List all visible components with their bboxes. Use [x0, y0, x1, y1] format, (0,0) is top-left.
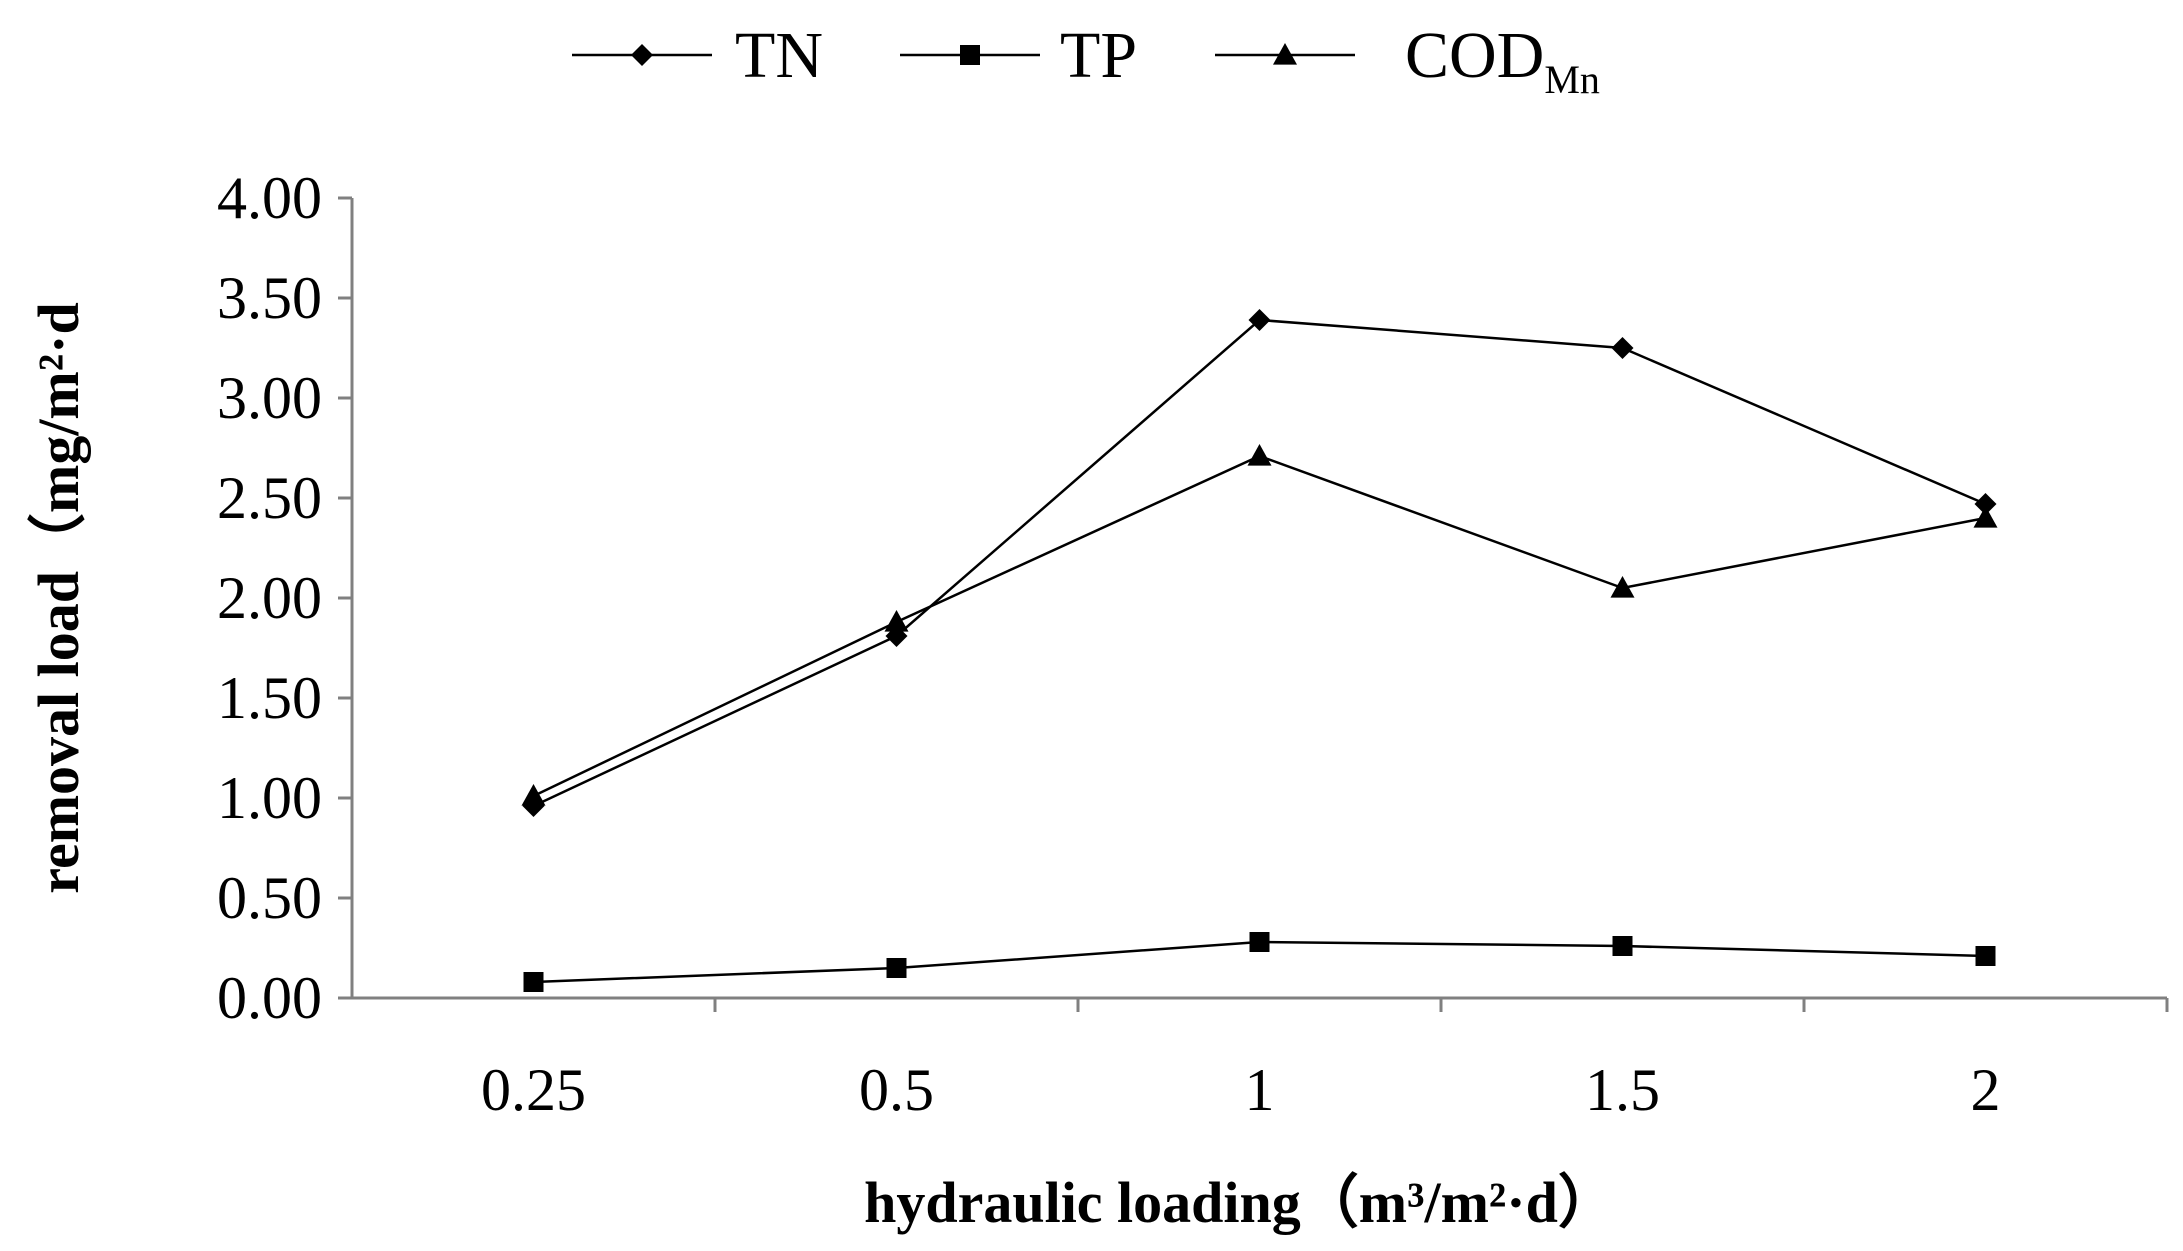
y-tick-label: 2.00: [217, 565, 322, 631]
y-tick-label: 1.00: [217, 765, 322, 831]
legend-label-subscript: Mn: [1544, 57, 1600, 102]
data-point-tp: [886, 958, 907, 978]
y-tick-label: 0.50: [217, 865, 322, 931]
legend-item-tn: TN: [572, 19, 823, 92]
plot-lines: [532, 318, 1986, 984]
legend: TN TP CODMn: [572, 19, 1600, 102]
series-line-cod: [532, 454, 1986, 798]
x-tick-label: 2: [1971, 1057, 2001, 1123]
y-tick-label: 2.50: [217, 465, 322, 531]
data-point-tn: [1248, 309, 1271, 331]
x-tick-label: 1: [1245, 1057, 1275, 1123]
data-point-cod: [521, 784, 546, 806]
y-tick-label: 1.50: [217, 665, 322, 731]
x-tick-label: 0.25: [481, 1057, 586, 1123]
data-point-tn: [1974, 493, 1997, 515]
legend-marker: [960, 45, 980, 65]
legend-marker: [1273, 43, 1297, 65]
legend-label: TP: [1060, 19, 1137, 92]
legend-item-cod: CODMn: [1215, 19, 1600, 102]
data-point-cod: [884, 610, 909, 632]
y-axis-title: removal load（mg/m²·d: [26, 302, 91, 893]
plot-markers: [521, 309, 1998, 992]
data-point-cod: [1973, 506, 1998, 528]
x-axis-title: hydraulic loading（m³/m²·d）: [864, 1170, 1616, 1235]
data-point-cod: [1610, 576, 1635, 598]
data-point-tp: [1612, 936, 1633, 956]
data-point-tn: [1611, 337, 1634, 359]
legend-label: CODMn: [1405, 19, 1600, 102]
legend-item-tp: TP: [900, 19, 1137, 92]
data-point-cod: [1247, 444, 1272, 466]
x-tick-label: 1.5: [1585, 1057, 1660, 1123]
data-point-tp: [1975, 946, 1996, 966]
legend-marker: [631, 44, 653, 66]
y-tick-label: 0.00: [217, 965, 322, 1031]
data-point-tp: [523, 972, 544, 992]
series-line-tn: [532, 318, 1986, 808]
legend-label: TN: [735, 19, 823, 92]
y-tick-label: 3.00: [217, 365, 322, 431]
y-tick-label: 4.00: [217, 165, 322, 231]
y-axis: 0.00 0.50 1.00 1.50 2.00 2.50 3.00 3.50 4.00: [217, 165, 354, 1031]
x-tick-label: 0.5: [859, 1057, 934, 1123]
data-point-tp: [1249, 932, 1270, 952]
y-tick-label: 3.50: [217, 265, 322, 331]
x-axis: 0.25 0.5 1 1.5 2: [352, 996, 2169, 1123]
